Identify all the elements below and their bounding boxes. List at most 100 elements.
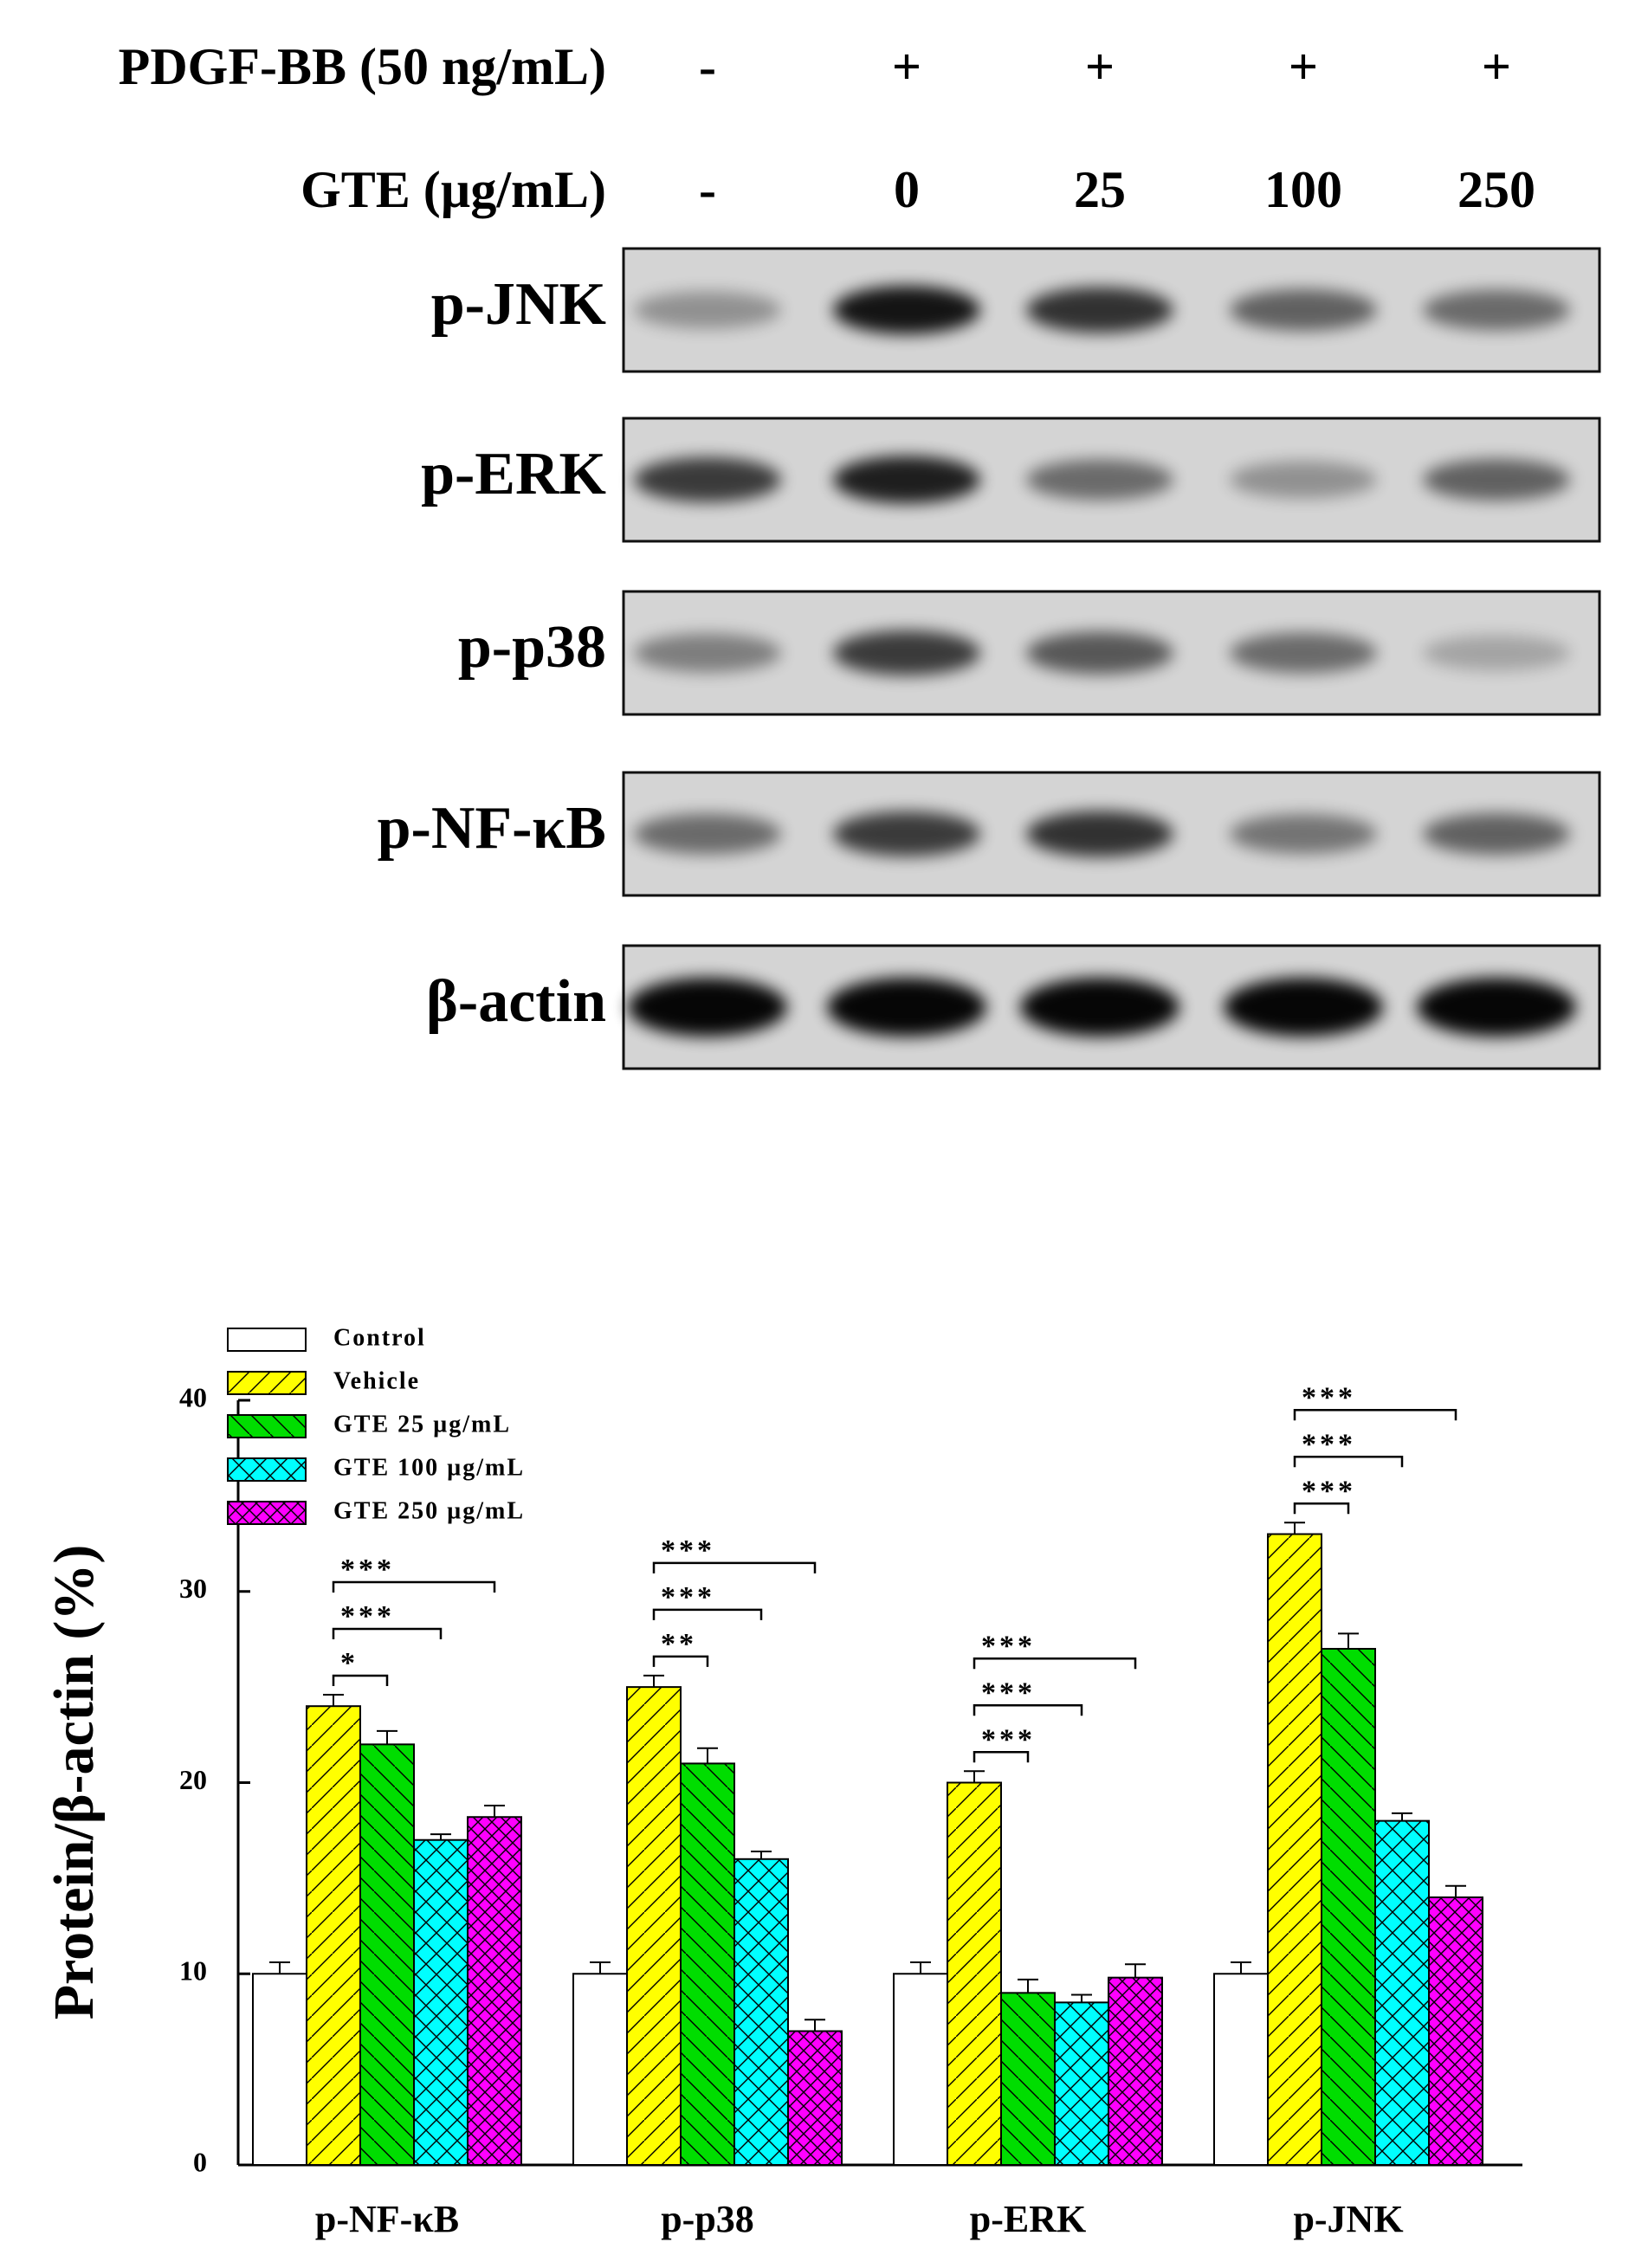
bar (1213, 1973, 1269, 2166)
lane-label: 100 (1264, 161, 1342, 218)
blot-band (1224, 978, 1383, 1037)
bar (1321, 1647, 1376, 2166)
bar (1054, 2001, 1109, 2167)
lane-label: + (1289, 38, 1318, 95)
treatment-label: GTE (µg/mL) (301, 161, 606, 218)
blot-band (1230, 461, 1377, 499)
blot-band (1230, 289, 1377, 331)
significance-label: *** (661, 1581, 715, 1613)
bar (626, 1686, 682, 2166)
blot-row-label: p-JNK (431, 271, 606, 338)
bar (252, 1973, 307, 2166)
bar (359, 1743, 415, 2166)
x-tick-label: p-JNK (1293, 2198, 1403, 2240)
bar (1267, 1533, 1322, 2166)
blot-band (833, 456, 980, 504)
blot-band (1026, 459, 1173, 501)
y-tick-label: 20 (179, 1764, 207, 1795)
bar (680, 1762, 735, 2167)
legend-label: Control (333, 1324, 426, 1351)
lane-label: 250 (1457, 161, 1535, 218)
significance-bracket (332, 1674, 389, 1686)
legend-swatch (227, 1328, 307, 1352)
legend-swatch (227, 1501, 307, 1525)
x-tick-label: p-p38 (661, 2198, 754, 2240)
bar (1000, 1992, 1056, 2166)
legend-label: GTE 250 µg/mL (333, 1497, 525, 1524)
blot-row-label: p-p38 (458, 614, 606, 681)
y-tick-label: 0 (193, 2146, 207, 2177)
bar (733, 1858, 789, 2167)
blot-band (634, 457, 781, 502)
significance-label: *** (1302, 1475, 1356, 1507)
bar (787, 2030, 843, 2167)
bar (1108, 1976, 1163, 2167)
blot-band (634, 813, 781, 855)
blot-row-label: p-ERK (421, 441, 606, 507)
significance-bracket (652, 1608, 763, 1620)
y-axis-label: Protein/β-actin (%) (42, 1545, 106, 2020)
blot-band (1026, 631, 1173, 675)
x-tick-label: p-ERK (970, 2198, 1086, 2240)
bar (413, 1838, 469, 2167)
significance-bracket (1293, 1502, 1350, 1515)
significance-bracket (973, 1704, 1083, 1716)
blot-band (1423, 813, 1570, 855)
blot-band (1423, 289, 1570, 331)
significance-bracket (652, 1561, 817, 1573)
bar (1374, 1819, 1430, 2166)
blot-band (634, 291, 781, 329)
legend-label: GTE 100 µg/mL (333, 1454, 525, 1481)
blot-row-label: p-NF-κB (378, 795, 606, 862)
bar (1428, 1896, 1483, 2166)
blot-band (634, 633, 781, 673)
significance-label: *** (981, 1677, 1036, 1709)
significance-bracket (973, 1751, 1030, 1763)
lane-label: + (1482, 38, 1511, 95)
blot-band (833, 286, 980, 334)
blot-band (833, 811, 980, 856)
y-tick-label: 40 (179, 1381, 207, 1412)
significance-bracket (332, 1627, 443, 1639)
significance-bracket (332, 1580, 496, 1593)
lane-label: 25 (1074, 161, 1126, 218)
legend-swatch (227, 1371, 307, 1395)
lane-label: 0 (894, 161, 920, 218)
significance-label: *** (661, 1535, 715, 1567)
significance-label: * (340, 1647, 359, 1679)
blot-band (1230, 814, 1377, 854)
blot-band (1423, 459, 1570, 501)
legend-swatch (227, 1457, 307, 1482)
blot-row-label: β-actin (426, 968, 606, 1035)
y-tick-label: 10 (179, 1955, 207, 1987)
blot-band (1423, 635, 1570, 671)
legend-label: GTE 25 µg/mL (333, 1411, 511, 1438)
significance-bracket (1293, 1409, 1457, 1421)
blot-band (827, 978, 986, 1037)
blot-band (1230, 632, 1377, 674)
significance-label: *** (1302, 1381, 1356, 1413)
y-tick-label: 30 (179, 1573, 207, 1604)
bar (306, 1705, 361, 2166)
significance-label: *** (981, 1630, 1036, 1662)
legend-swatch (227, 1414, 307, 1438)
significance-label: ** (661, 1628, 697, 1660)
treatment-label: PDGF-BB (50 ng/mL) (119, 38, 606, 95)
significance-bracket (1293, 1456, 1404, 1468)
significance-bracket (973, 1657, 1137, 1670)
legend-label: Vehicle (333, 1367, 420, 1394)
lane-label: + (892, 38, 921, 95)
significance-bracket (652, 1655, 709, 1667)
bar (893, 1973, 948, 2166)
blot-band (1026, 811, 1173, 857)
blot-band (1020, 978, 1179, 1037)
blot-band (1026, 287, 1173, 333)
blot-band (628, 978, 787, 1037)
blot-band (1417, 978, 1576, 1037)
lane-label: + (1085, 38, 1115, 95)
significance-label: *** (1302, 1428, 1356, 1460)
significance-label: *** (981, 1723, 1036, 1755)
bar (467, 1816, 522, 2167)
significance-label: *** (340, 1554, 395, 1586)
bar (572, 1973, 628, 2166)
